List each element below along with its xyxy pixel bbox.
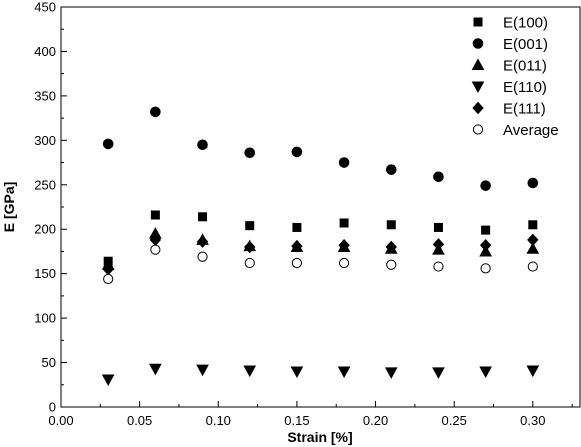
data-point-e-110	[243, 365, 257, 378]
data-point-e-110	[432, 367, 445, 379]
x-tick-labels: 0.00 0.05 0.10 0.15 0.20 0.25 0.30	[48, 413, 545, 428]
data-point-e-111	[432, 238, 445, 251]
data-point-e-100	[339, 218, 349, 228]
legend-marker-e-011	[471, 58, 485, 70]
x-tick-label: 0.15	[284, 413, 309, 428]
data-point-e-001	[102, 138, 114, 150]
y-tick-label: 50	[42, 355, 56, 370]
data-point-average	[291, 257, 303, 269]
data-point-e-111	[527, 233, 539, 247]
y-tick-labels: 0 50 100 150 200 250 300 350 400 450	[34, 0, 56, 415]
data-point-e-011	[526, 242, 540, 254]
data-point-e-001	[433, 171, 444, 183]
data-point-e-100	[245, 221, 255, 231]
y-axis-title: E [GPa]	[1, 182, 17, 233]
y-tick-label: 450	[34, 0, 56, 15]
legend-marker-average	[472, 124, 484, 135]
x-tick-label: 0.10	[206, 413, 231, 428]
data-points	[101, 106, 540, 386]
data-point-e-100	[433, 222, 443, 232]
data-point-e-111	[291, 239, 303, 253]
data-point-e-111	[479, 238, 492, 252]
data-point-average	[386, 259, 397, 270]
data-point-average	[480, 263, 491, 274]
legend-marker-e-100	[473, 17, 483, 27]
data-point-e-111	[385, 240, 397, 254]
y-tick-label: 300	[34, 133, 56, 148]
data-point-e-001	[480, 180, 491, 191]
y-tick-label: 0	[49, 400, 56, 415]
legend-label-e-111: E(111)	[503, 101, 546, 118]
data-point-e-110	[290, 366, 304, 378]
data-point-e-001	[527, 177, 539, 189]
y-tick-label: 100	[34, 311, 56, 326]
legend-marker-e-111	[472, 101, 484, 115]
data-point-e-001	[244, 147, 256, 159]
data-point-e-100	[198, 212, 208, 222]
data-point-e-100	[481, 225, 491, 235]
legend-label-average: Average	[503, 122, 559, 139]
data-point-e-111	[196, 235, 209, 248]
x-tick-label: 0.25	[442, 413, 467, 428]
data-point-e-110	[479, 366, 492, 378]
legend-marker-e-001	[472, 38, 484, 49]
data-point-average	[244, 257, 255, 269]
legend-label-e-110: E(110)	[503, 79, 547, 96]
data-point-e-110	[149, 363, 162, 376]
x-tick-label: 0.30	[520, 413, 545, 428]
data-point-e-111	[338, 238, 350, 252]
data-point-e-110	[101, 374, 115, 386]
data-point-e-110	[384, 367, 398, 379]
y-tick-label: 200	[34, 222, 56, 237]
data-point-e-111	[244, 240, 256, 254]
tick-marks	[60, 6, 573, 408]
data-point-e-001	[385, 164, 397, 175]
data-point-average	[527, 261, 538, 272]
legend: E(100) E(001) E(011) E(110) E(111) Average	[471, 15, 559, 139]
data-point-e-100	[528, 220, 538, 230]
y-tick-label: 150	[34, 266, 56, 281]
x-axis-title: Strain [%]	[287, 429, 352, 445]
data-point-e-001	[291, 146, 303, 158]
data-point-e-001	[338, 157, 350, 168]
data-point-e-110	[337, 366, 351, 378]
data-point-e-110	[526, 365, 540, 378]
data-point-e-001	[150, 106, 161, 118]
data-point-average	[338, 257, 350, 269]
legend-label-e-001: E(001)	[503, 36, 548, 53]
y-tick-label: 400	[34, 44, 56, 59]
data-point-e-100	[386, 220, 396, 230]
legend-label-e-011: E(011)	[503, 58, 547, 75]
legend-marker-e-110	[471, 81, 485, 94]
y-tick-label: 250	[34, 177, 56, 192]
x-tick-label: 0.00	[48, 413, 73, 428]
legend-label-e-100: E(100)	[503, 15, 548, 32]
x-tick-label: 0.05	[127, 413, 152, 428]
data-point-average	[103, 273, 114, 285]
data-point-e-001	[197, 139, 208, 151]
data-point-e-110	[196, 364, 209, 377]
data-point-e-100	[150, 210, 160, 220]
x-tick-label: 0.20	[363, 413, 388, 428]
data-point-average	[150, 244, 161, 255]
data-point-average	[433, 261, 444, 272]
y-tick-label: 350	[34, 88, 56, 103]
data-point-e-100	[292, 222, 302, 232]
data-point-average	[197, 251, 208, 262]
